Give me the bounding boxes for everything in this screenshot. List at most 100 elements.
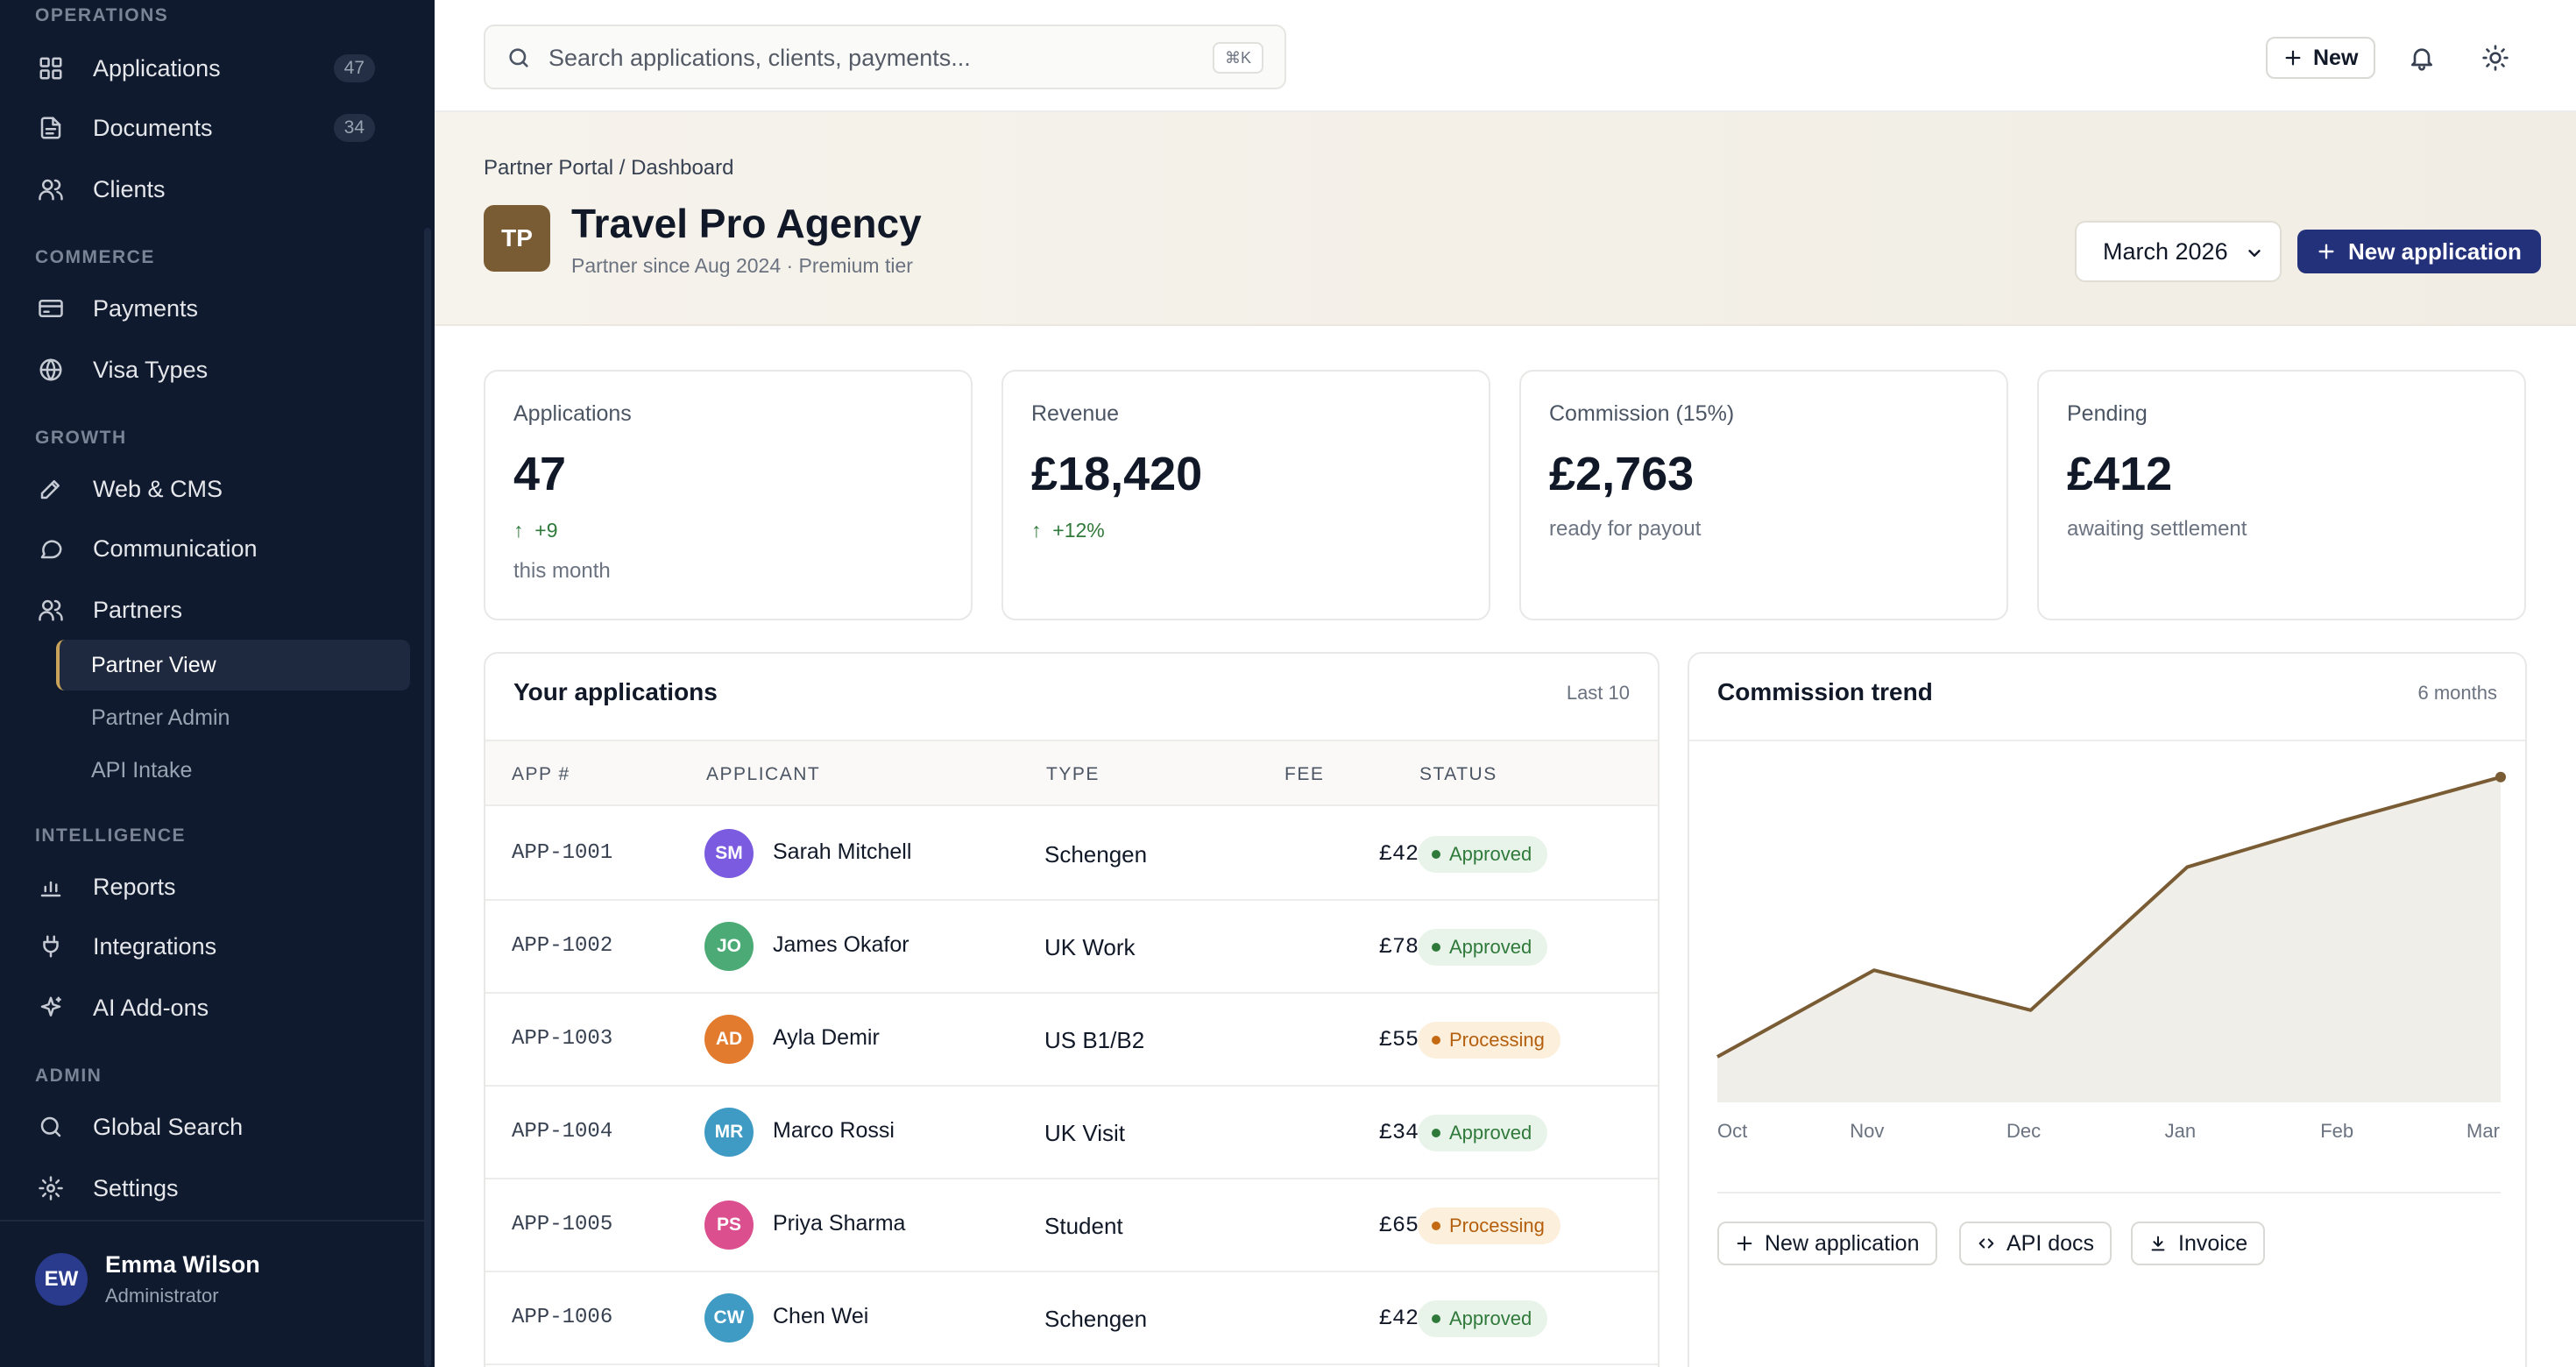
sidebar-item-label: Communication: [93, 535, 258, 562]
invoice-button[interactable]: Invoice: [2131, 1222, 2266, 1265]
month-select[interactable]: March 2026: [2075, 221, 2282, 282]
sidebar-item-label: Documents: [93, 114, 213, 141]
bar-chart-icon: [35, 871, 67, 903]
stat-label: Pending: [2067, 401, 2148, 426]
applicant-avatar: SM: [704, 829, 754, 878]
chart-point: [2495, 771, 2506, 783]
shortcut-hint: ⌘K: [1212, 42, 1263, 74]
status-badge: Approved: [1418, 836, 1548, 873]
stat-delta-value: +12%: [1052, 519, 1105, 542]
applicant-name: James Okafor: [773, 932, 909, 957]
section-label-admin: ADMIN: [35, 1066, 103, 1086]
quick-new-application-button[interactable]: New application: [1717, 1222, 1937, 1265]
page-header: Partner Portal / Dashboard TP Travel Pro…: [435, 112, 2576, 326]
new-button[interactable]: New: [2266, 37, 2376, 79]
status-badge: Approved: [1418, 1300, 1548, 1337]
app-id: APP-1003: [512, 1027, 613, 1051]
fee: £650: [1378, 1213, 1432, 1238]
sidebar-item-applications[interactable]: Applications 47: [35, 44, 386, 93]
user-profile[interactable]: EW Emma Wilson Administrator: [0, 1220, 428, 1367]
table-row[interactable]: APP-1001 SM Sarah Mitchell Schengen £420 Appr…: [485, 808, 1658, 901]
chat-icon: [35, 533, 67, 564]
sidebar-item-global-search[interactable]: Global Search: [35, 1102, 386, 1151]
column-header-app[interactable]: APP #: [512, 764, 570, 784]
stat-label: Commission (15%): [1549, 401, 1735, 426]
status-label: Processing: [1449, 1029, 1545, 1051]
sidebar-item-reports[interactable]: Reports: [35, 862, 386, 911]
sidebar-item-integrations[interactable]: Integrations: [35, 922, 386, 971]
users-icon: [35, 594, 67, 626]
chevron-down-icon: [2248, 250, 2261, 257]
stat-note: awaiting settlement: [2067, 517, 2247, 541]
sidebar-nav: OPERATIONS Applications 47 Documents 34 …: [0, 0, 428, 1218]
section-label-growth: GROWTH: [35, 428, 127, 448]
table-row[interactable]: APP-1002 JO James Okafor UK Work £780 Approve…: [485, 901, 1658, 994]
column-header-type[interactable]: TYPE: [1046, 764, 1100, 784]
status-label: Approved: [1449, 843, 1532, 865]
stat-delta: ↑ +12%: [1031, 519, 1105, 542]
column-header-fee[interactable]: FEE: [1284, 764, 1325, 784]
status-label: Approved: [1449, 1122, 1532, 1144]
stat-delta: ↑ +9: [513, 519, 558, 542]
search-box[interactable]: ⌘K: [484, 25, 1286, 89]
gear-icon: [35, 1172, 67, 1204]
table-row[interactable]: APP-1003 AD Ayla Demir US B1/B2 £550 Processi…: [485, 994, 1658, 1087]
table-row[interactable]: APP-1004 MR Marco Rossi UK Visit £340 Approve…: [485, 1087, 1658, 1179]
pencil-icon: [35, 473, 67, 505]
sidebar-scrollbar[interactable]: [424, 228, 431, 1367]
applicant-avatar: CW: [704, 1293, 754, 1342]
arrow-up-icon: ↑: [1031, 519, 1042, 542]
user-name: Emma Wilson: [105, 1251, 260, 1278]
search-input[interactable]: [548, 39, 1179, 77]
applications-panel: Your applications Last 10 APP # APPLICAN…: [484, 652, 1660, 1367]
status-label: Approved: [1449, 1307, 1532, 1329]
sidebar-item-documents[interactable]: Documents 34: [35, 103, 386, 152]
sidebar-item-communication[interactable]: Communication: [35, 524, 386, 573]
stat-value: £18,420: [1031, 448, 1203, 500]
x-tick-label: Jan: [2165, 1120, 2196, 1142]
grid-icon: [35, 53, 67, 84]
sidebar-item-label: Clients: [93, 175, 166, 202]
chart-line: [1716, 775, 2502, 1059]
sidebar-item-partner-admin[interactable]: Partner Admin: [91, 705, 230, 730]
api-docs-button[interactable]: API docs: [1959, 1222, 2112, 1265]
sidebar-item-ai-addons[interactable]: AI Add-ons: [35, 983, 386, 1032]
sidebar-item-api-intake[interactable]: API Intake: [91, 757, 193, 783]
stat-value: £2,763: [1549, 448, 1695, 500]
table-row[interactable]: APP-1006 CW Chen Wei Schengen £420 Approved: [485, 1272, 1658, 1365]
new-application-button[interactable]: New application: [2297, 230, 2541, 273]
status-badge: Processing: [1418, 1022, 1560, 1059]
sidebar-item-label: Web & CMS: [93, 475, 223, 502]
sidebar-item-partner-view[interactable]: Partner View: [56, 640, 410, 691]
stat-note: this month: [513, 559, 611, 583]
sidebar-item-visa-types[interactable]: Visa Types: [35, 345, 386, 394]
applicant-avatar: JO: [704, 922, 754, 971]
app-id: APP-1002: [512, 934, 613, 958]
status-dot: [1432, 943, 1440, 952]
column-header-applicant[interactable]: APPLICANT: [706, 764, 821, 784]
status-label: Approved: [1449, 936, 1532, 958]
app-id: APP-1001: [512, 841, 613, 865]
status-label: Processing: [1449, 1215, 1545, 1236]
code-icon: [1978, 1238, 1994, 1249]
panel-meta: 6 months: [2417, 682, 2498, 704]
notifications-button[interactable]: [2403, 39, 2441, 77]
sidebar-item-settings[interactable]: Settings: [35, 1164, 386, 1213]
sidebar-item-payments[interactable]: Payments: [35, 284, 386, 333]
fee: £420: [1378, 841, 1432, 867]
sidebar-item-clients[interactable]: Clients: [35, 165, 386, 214]
visa-type: Schengen: [1044, 841, 1148, 868]
column-header-status[interactable]: STATUS: [1419, 764, 1497, 784]
sidebar-item-partners[interactable]: Partners: [35, 585, 386, 634]
sidebar-item-web-cms[interactable]: Web & CMS: [35, 464, 386, 514]
table-row[interactable]: APP-1005 PS Priya Sharma Student £650 Process…: [485, 1179, 1658, 1272]
applicant-name: Sarah Mitchell: [773, 839, 912, 864]
applicant-name: Ayla Demir: [773, 1025, 880, 1050]
stat-label: Applications: [513, 401, 632, 426]
x-tick-label: Feb: [2320, 1120, 2353, 1142]
panel-divider: [1689, 740, 2525, 741]
visa-type: Student: [1044, 1213, 1123, 1239]
theme-toggle-button[interactable]: [2476, 39, 2515, 77]
top-bar: ⌘K New: [435, 0, 2576, 112]
visa-type: UK Visit: [1044, 1120, 1125, 1146]
